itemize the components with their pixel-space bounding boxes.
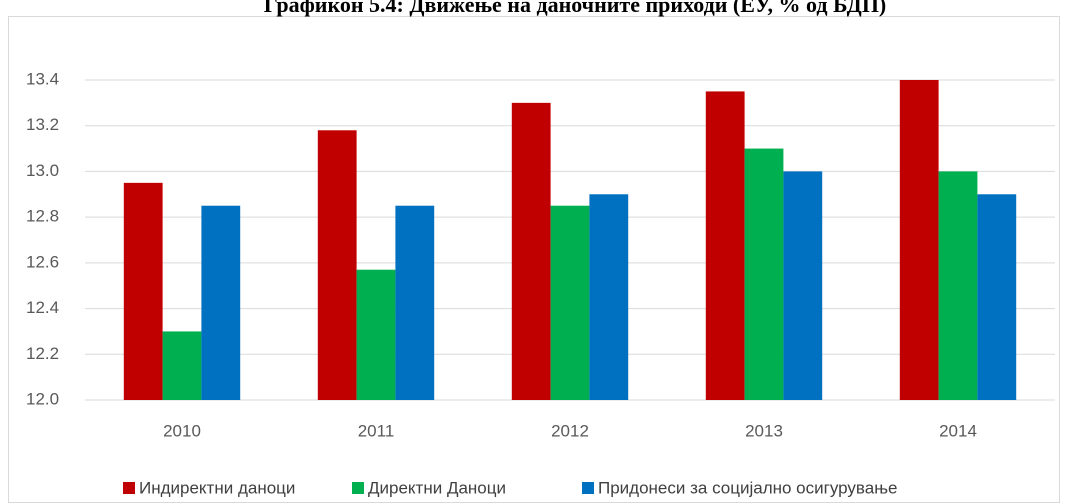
x-tick-label: 2012	[551, 421, 589, 440]
bar	[783, 171, 823, 400]
bar	[162, 331, 202, 400]
bar	[395, 205, 435, 400]
y-tick-label: 13.0	[26, 161, 59, 180]
bar	[201, 205, 241, 400]
bar	[589, 194, 629, 400]
bar	[744, 148, 784, 400]
legend-label: Директни Даноци	[368, 478, 506, 497]
y-tick-label: 12.4	[26, 298, 59, 317]
legend-label: Индиректни даноци	[139, 478, 295, 497]
y-tick-label: 12.2	[26, 344, 59, 363]
y-tick-label: 12.6	[26, 252, 59, 271]
legend-label: Придонеси за социјално осигурување	[598, 478, 897, 497]
legend-swatch	[582, 482, 594, 494]
x-tick-label: 2013	[745, 421, 783, 440]
y-tick-label: 13.2	[26, 115, 59, 134]
bar	[123, 182, 163, 400]
bar	[356, 269, 396, 400]
bar	[511, 102, 551, 400]
bar	[977, 194, 1017, 400]
y-tick-label: 12.0	[26, 389, 59, 408]
bar	[550, 205, 590, 400]
x-tick-label: 2010	[163, 421, 201, 440]
chart-title: Графикон 5.4: Движење на даночните прихо…	[264, 0, 887, 17]
legend-swatch	[352, 482, 364, 494]
legend-swatch	[123, 482, 135, 494]
bar	[705, 91, 745, 400]
bar	[317, 130, 357, 401]
y-tick-label: 13.4	[26, 69, 59, 88]
x-tick-label: 2014	[939, 421, 977, 440]
x-tick-label: 2011	[358, 421, 395, 440]
y-tick-label: 12.8	[26, 207, 59, 226]
chart-frame	[8, 16, 1060, 503]
bar	[899, 80, 939, 400]
bar	[938, 171, 978, 400]
